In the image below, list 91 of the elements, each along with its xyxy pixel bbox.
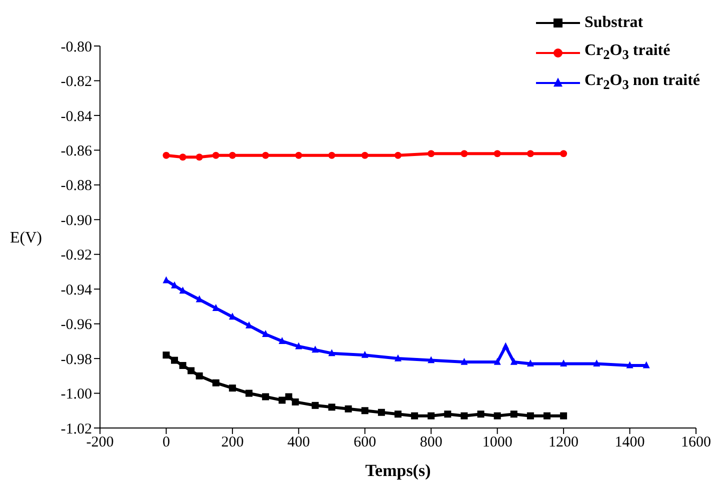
y-tick-label: -0.82	[60, 74, 92, 90]
x-tick-label: 0	[162, 434, 170, 451]
point	[494, 150, 501, 158]
x-tick-label: 1400	[614, 434, 645, 451]
point	[196, 295, 203, 302]
point	[560, 150, 568, 158]
x-axis-title: Temps(s)	[365, 461, 431, 480]
y-tick-label: -0.96	[60, 317, 92, 334]
point	[196, 372, 203, 380]
point	[394, 354, 402, 362]
point	[262, 393, 270, 400]
point	[262, 152, 270, 159]
point	[477, 410, 484, 418]
x-tick-label: 1200	[548, 434, 579, 451]
legend-label: Cr$_{2}$O$_{3}$ traité	[584, 42, 670, 64]
point	[285, 393, 292, 400]
point	[411, 412, 418, 420]
x-tick-label: 600	[354, 434, 376, 451]
point	[510, 410, 518, 418]
point	[428, 150, 435, 158]
point	[494, 412, 501, 420]
y-axis-title: E(V)	[10, 230, 42, 247]
point	[460, 412, 468, 420]
x-tick-label: 400	[287, 434, 310, 451]
point	[560, 360, 568, 367]
point	[460, 358, 468, 365]
y-tick-label: -1.02	[60, 421, 92, 438]
y-tick-label: -0.92	[60, 248, 92, 264]
point	[278, 336, 286, 344]
point	[328, 152, 336, 159]
point	[179, 362, 186, 369]
point	[344, 405, 352, 412]
point	[593, 360, 600, 367]
point	[179, 154, 186, 161]
y-tick-label: -0.88	[60, 178, 92, 194]
point	[228, 384, 236, 392]
point	[502, 342, 510, 350]
x-tick-label: 1600	[681, 434, 711, 451]
point	[162, 352, 170, 359]
point	[312, 346, 319, 353]
point	[295, 342, 302, 350]
point	[460, 150, 468, 158]
point	[246, 321, 252, 328]
x-tick-label: -200	[86, 434, 114, 451]
point	[228, 152, 236, 159]
legend-label: Cr$_{2}$O$_{3}$ non traité	[584, 72, 700, 94]
point	[378, 408, 385, 416]
x-tick-label: 800	[420, 434, 442, 451]
point	[544, 412, 550, 420]
point	[295, 152, 302, 159]
point	[361, 407, 368, 414]
x-tick-label: 200	[221, 434, 244, 451]
point	[171, 356, 178, 364]
point	[262, 330, 270, 338]
point	[212, 379, 220, 386]
point	[526, 360, 534, 367]
point	[626, 361, 634, 368]
point	[246, 390, 252, 397]
y-tick-label: -1.00	[60, 386, 92, 403]
point	[328, 349, 336, 356]
point	[162, 152, 170, 159]
point	[510, 358, 518, 365]
y-tick-label: -0.94	[60, 282, 92, 298]
y-tick-label: -0.84	[60, 108, 92, 125]
point	[196, 154, 203, 161]
legend-label: Substrat	[584, 14, 644, 32]
point	[428, 356, 435, 364]
point	[312, 402, 319, 409]
point	[228, 312, 236, 320]
point	[361, 350, 368, 358]
point	[278, 396, 286, 404]
point	[428, 412, 435, 420]
point	[212, 152, 220, 159]
point	[560, 412, 568, 420]
point	[188, 367, 195, 374]
point	[494, 358, 501, 365]
point	[394, 410, 402, 418]
point	[444, 410, 452, 418]
y-tick-label: -0.80	[60, 39, 92, 56]
point	[526, 412, 534, 420]
point	[328, 404, 336, 411]
y-tick-label: -0.86	[60, 144, 92, 160]
point	[361, 152, 368, 159]
y-tick-label: -0.98	[60, 352, 92, 368]
point	[394, 152, 402, 159]
point	[526, 150, 534, 158]
point	[179, 286, 186, 294]
x-tick-label: 1000	[482, 434, 512, 451]
point	[642, 361, 650, 368]
point	[292, 398, 299, 406]
y-tick-label: -0.90	[60, 212, 92, 229]
